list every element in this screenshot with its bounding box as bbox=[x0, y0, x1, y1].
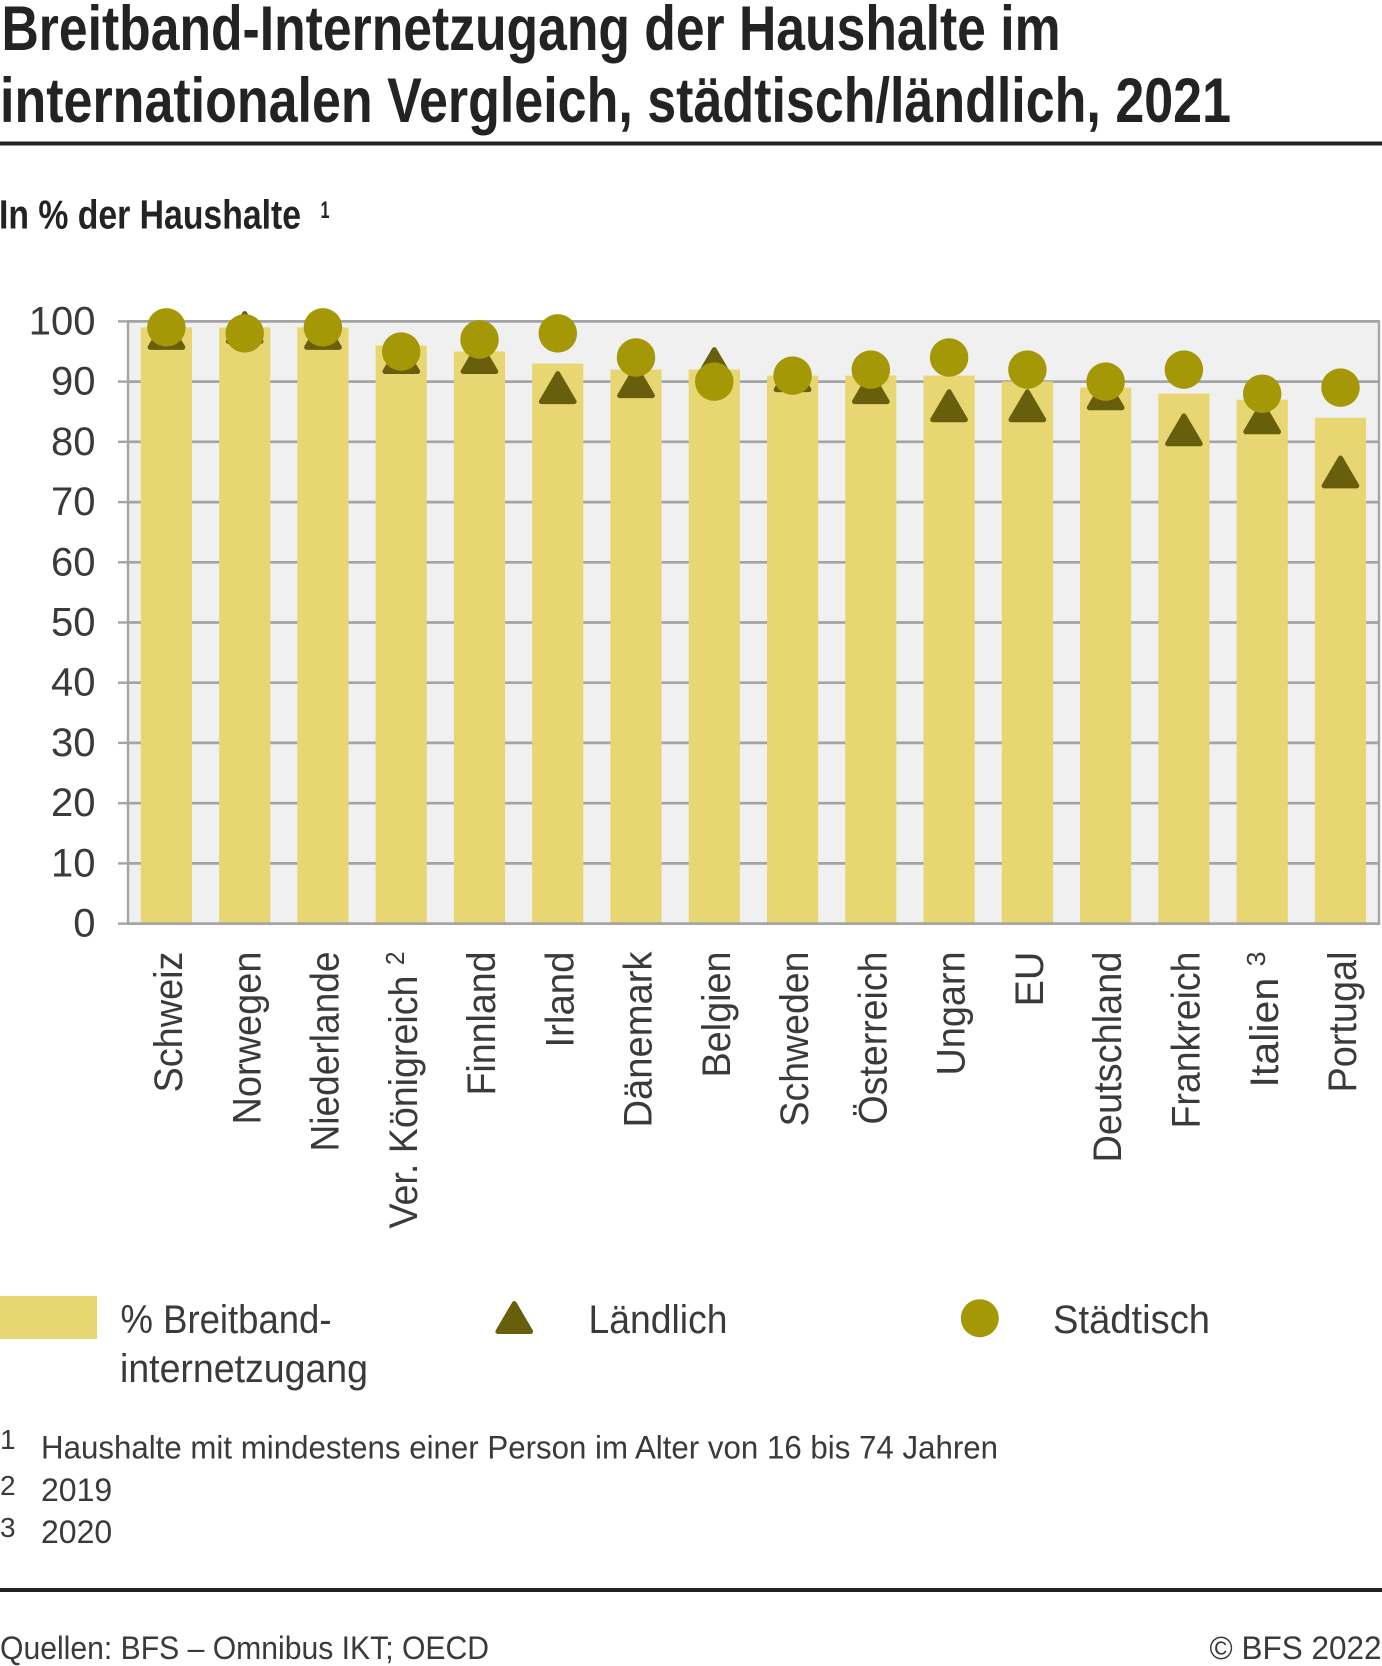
svg-text:Frankreich: Frankreich bbox=[1165, 952, 1209, 1129]
svg-text:2: 2 bbox=[0, 1470, 16, 1501]
svg-text:Breitband-Internetzugang der H: Breitband-Internetzugang der Haushalte i… bbox=[2, 0, 1061, 64]
svg-text:% Breitband-: % Breitband- bbox=[121, 1298, 332, 1342]
svg-text:Dänemark: Dänemark bbox=[617, 951, 661, 1128]
svg-text:40: 40 bbox=[51, 661, 96, 705]
svg-text:internetzugang: internetzugang bbox=[120, 1347, 368, 1391]
svg-text:© BFS 2022: © BFS 2022 bbox=[1210, 1630, 1382, 1666]
svg-text:2020: 2020 bbox=[41, 1514, 112, 1550]
svg-text:0: 0 bbox=[73, 902, 95, 946]
svg-text:Belgien: Belgien bbox=[695, 952, 739, 1078]
svg-text:80: 80 bbox=[51, 420, 96, 464]
svg-text:10: 10 bbox=[51, 841, 96, 885]
svg-text:Ländlich: Ländlich bbox=[589, 1298, 728, 1342]
svg-text:50: 50 bbox=[51, 601, 96, 645]
svg-text:In % der Haushalte: In % der Haushalte bbox=[0, 192, 301, 238]
svg-text:Irland: Irland bbox=[538, 952, 582, 1048]
svg-text:Norwegen: Norwegen bbox=[225, 952, 269, 1125]
svg-text:Schweden: Schweden bbox=[773, 952, 817, 1127]
svg-text:Ver. Königreich 2: Ver. Königreich 2 bbox=[380, 952, 426, 1229]
svg-text:Finnland: Finnland bbox=[460, 952, 504, 1096]
svg-text:Niederlande: Niederlande bbox=[304, 952, 348, 1152]
svg-text:3: 3 bbox=[0, 1512, 16, 1543]
svg-text:Schweiz: Schweiz bbox=[147, 952, 191, 1093]
svg-text:Österreich: Österreich bbox=[851, 952, 895, 1125]
svg-text:1: 1 bbox=[0, 1424, 16, 1455]
svg-text:60: 60 bbox=[51, 540, 96, 584]
svg-text:Portugal: Portugal bbox=[1321, 952, 1365, 1093]
svg-text:Quellen: BFS – Omnibus IKT; OE: Quellen: BFS – Omnibus IKT; OECD bbox=[0, 1630, 489, 1666]
svg-text:EU: EU bbox=[1008, 952, 1052, 1007]
svg-text:1: 1 bbox=[321, 197, 330, 224]
svg-text:Städtisch: Städtisch bbox=[1053, 1298, 1210, 1342]
svg-text:30: 30 bbox=[51, 721, 96, 765]
svg-text:70: 70 bbox=[51, 480, 96, 524]
svg-text:2019: 2019 bbox=[41, 1472, 112, 1508]
svg-text:internationalen Vergleich, stä: internationalen Vergleich, städtisch/län… bbox=[0, 66, 1231, 136]
svg-text:Deutschland: Deutschland bbox=[1086, 952, 1130, 1163]
svg-text:Ungarn: Ungarn bbox=[930, 951, 974, 1075]
svg-text:100: 100 bbox=[29, 299, 96, 343]
svg-text:20: 20 bbox=[51, 781, 96, 825]
svg-text:90: 90 bbox=[51, 360, 96, 404]
svg-text:Haushalte mit mindestens einer: Haushalte mit mindestens einer Person im… bbox=[41, 1430, 998, 1466]
svg-text:Italien 3: Italien 3 bbox=[1241, 952, 1287, 1088]
